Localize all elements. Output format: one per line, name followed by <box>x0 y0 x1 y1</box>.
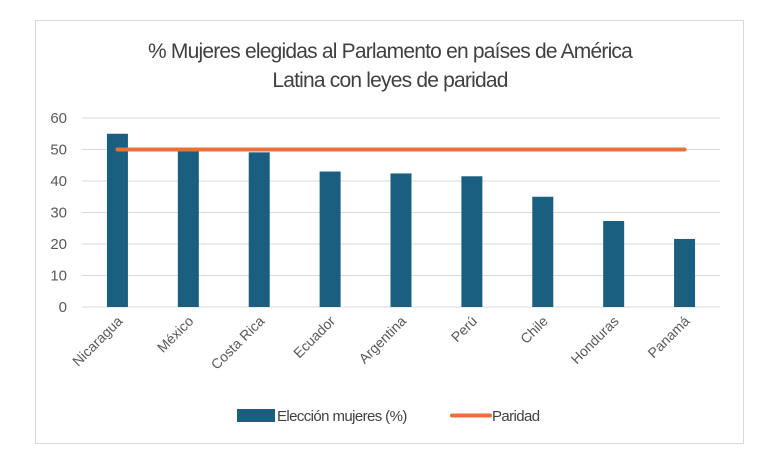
y-tick-label: 60 <box>50 110 67 127</box>
x-category-label: Costa Rica <box>208 313 268 373</box>
x-category-label: Chile <box>517 313 551 347</box>
legend-label-line: Paridad <box>492 408 540 425</box>
bar-perú <box>461 176 483 307</box>
x-category-label: Honduras <box>568 313 622 367</box>
y-tick-label: 10 <box>50 268 67 285</box>
x-category-label: Panamá <box>644 313 692 361</box>
bar-costa-rica <box>248 152 270 307</box>
x-category-label: Nicaragua <box>69 313 126 370</box>
x-category-label: Ecuador <box>290 313 338 361</box>
legend: Elección mujeres (%) Paridad <box>237 408 540 425</box>
bar-panamá <box>674 238 696 307</box>
bar-honduras <box>603 221 625 307</box>
chart-title-line-2: Latina con leyes de paridad <box>272 69 507 92</box>
bar-nicaragua <box>106 133 128 307</box>
y-tick-label: 20 <box>50 236 67 253</box>
bar-chile <box>532 196 554 307</box>
bar-méxico <box>177 148 199 307</box>
y-tick-label: 0 <box>59 299 67 316</box>
bar-argentina <box>390 173 412 307</box>
chart-title-line-1: % Mujeres elegidas al Parlamento en país… <box>148 40 633 63</box>
legend-swatch-bar <box>237 409 275 422</box>
bar-ecuador <box>319 171 341 307</box>
x-category-label: Perú <box>448 313 480 345</box>
y-tick-label: 40 <box>50 173 67 190</box>
y-tick-label: 50 <box>50 142 67 159</box>
x-category-label: Argentina <box>355 313 409 367</box>
x-category-label: México <box>154 313 197 356</box>
chart-frame <box>35 20 744 444</box>
y-tick-label: 30 <box>50 205 67 222</box>
legend-label-bar: Elección mujeres (%) <box>277 408 407 425</box>
